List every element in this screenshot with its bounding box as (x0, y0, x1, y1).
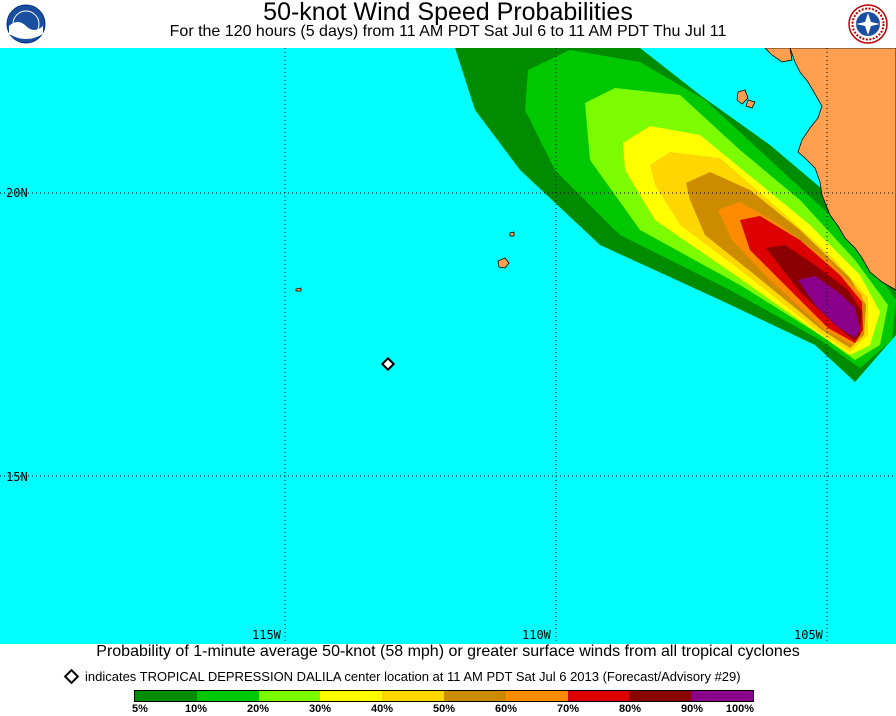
longitude-label-115w: 115W (252, 628, 281, 642)
prob-contour-90 (798, 276, 860, 338)
noaa-logo-icon (6, 4, 46, 44)
storm-indicator-text: indicates TROPICAL DEPRESSION DALILA cen… (85, 669, 741, 684)
grid-lines (0, 48, 896, 644)
probability-map (0, 48, 896, 644)
legend-swatch (443, 691, 506, 701)
legend-label: 40% (370, 703, 394, 715)
island-tres-marias (736, 89, 756, 109)
legend-labels: 5% 10% 20% 30% 40% 50% 60% 70% 80% 90% 100% (0, 703, 896, 716)
legend-swatch (135, 691, 197, 701)
legend-label: 10% (184, 703, 208, 715)
ocean-area (0, 48, 896, 644)
page-subtitle: For the 120 hours (5 days) from 11 AM PD… (169, 23, 727, 40)
storm-indicator: indicates TROPICAL DEPRESSION DALILA cen… (62, 668, 862, 685)
header: 50-knot Wind Speed Probabilities For the… (0, 0, 896, 48)
legend-label: 90% (680, 703, 704, 715)
legend-swatch (505, 691, 568, 701)
legend-swatch (567, 691, 630, 701)
storm-center-marker (380, 356, 396, 372)
legend-label: 50% (432, 703, 456, 715)
diamond-icon (63, 668, 80, 685)
probability-legend (134, 690, 754, 702)
legend-label-end: 100% (725, 703, 755, 715)
island-san-benedicto (509, 231, 515, 237)
longitude-label-105w: 105W (794, 628, 823, 642)
legend-label: 20% (246, 703, 270, 715)
page-title: 50-knot Wind Speed Probabilities (263, 0, 633, 26)
legend-swatch (629, 691, 692, 701)
legend-swatch (320, 691, 383, 701)
legend-swatch (258, 691, 321, 701)
longitude-label-110w: 110W (522, 628, 551, 642)
mexico-coast (789, 48, 896, 291)
baja-tip (764, 48, 793, 63)
legend-swatch (196, 691, 259, 701)
latitude-label-20n: 20N (6, 186, 28, 200)
legend-label: 80% (618, 703, 642, 715)
legend-label: 5% (132, 703, 148, 715)
legend-swatch (691, 691, 753, 701)
map-caption: Probability of 1-minute average 50-knot … (96, 643, 800, 660)
island-clarion (295, 287, 302, 292)
island-socorro (497, 257, 510, 269)
legend-label: 30% (308, 703, 332, 715)
legend-label: 70% (556, 703, 580, 715)
legend-swatch (382, 691, 444, 701)
latitude-label-15n: 15N (6, 470, 28, 484)
legend-label: 60% (494, 703, 518, 715)
nws-logo-icon (848, 4, 888, 44)
